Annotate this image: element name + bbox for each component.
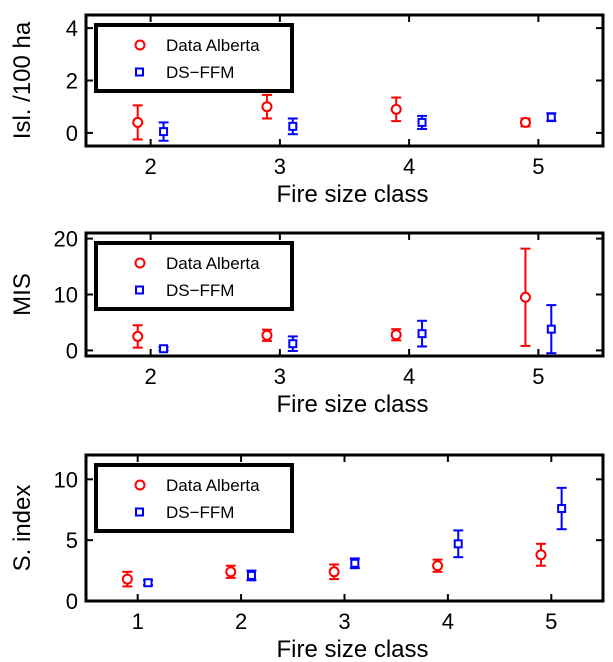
y-tick-label: 2 [66, 69, 78, 94]
x-tick-label: 2 [145, 154, 157, 179]
data-point [455, 540, 462, 547]
x-tick-label: 5 [532, 364, 544, 389]
x-axis-label: Fire size class [276, 636, 428, 662]
series-data-alberta [122, 544, 546, 587]
x-tick-label: 5 [545, 609, 557, 634]
series-ds-ffm [159, 305, 557, 353]
y-tick-label: 10 [54, 283, 78, 308]
x-tick-label: 2 [145, 364, 157, 389]
x-tick-label: 4 [442, 609, 454, 634]
legend: Data Alberta DS−FFM [96, 243, 292, 309]
y-tick-label: 4 [66, 16, 78, 41]
data-point [160, 345, 167, 352]
x-axis-label: Fire size class [276, 181, 428, 208]
data-point [248, 572, 255, 579]
x-tick-label: 3 [274, 364, 286, 389]
y-tick-label: 20 [54, 227, 78, 252]
panel-3: 1 2 3 4 5 0 5 10 Fire size class S. index Data Alb… [9, 455, 603, 662]
x-axis-label: Fire size class [276, 391, 428, 418]
data-point [548, 326, 555, 333]
legend-label: Data Alberta [166, 36, 260, 55]
data-point [548, 114, 555, 121]
data-point [419, 330, 426, 337]
x-tick-label: 5 [532, 154, 544, 179]
series-ds-ffm [159, 113, 557, 141]
x-tick-label: 1 [132, 609, 144, 634]
x-tick-label: 4 [403, 154, 415, 179]
data-point [558, 505, 565, 512]
legend-label: DS−FFM [166, 281, 234, 300]
data-point [521, 293, 530, 302]
series-data-alberta [133, 95, 531, 140]
y-tick-label: 0 [66, 121, 78, 146]
data-point [226, 567, 235, 576]
data-point [392, 105, 401, 114]
data-point [123, 575, 132, 584]
data-point [433, 561, 442, 570]
data-point [133, 118, 142, 127]
y-tick-label: 10 [54, 467, 78, 492]
legend: Data Alberta DS−FFM [96, 465, 292, 531]
data-point [262, 102, 271, 111]
data-point [392, 330, 401, 339]
y-axis-label: MIS [9, 273, 36, 316]
legend: Data Alberta DS−FFM [96, 25, 292, 91]
data-point [160, 128, 167, 135]
data-point [289, 123, 296, 130]
y-axis-label: S. index [9, 485, 36, 572]
data-point [521, 118, 530, 127]
y-tick-label: 5 [66, 528, 78, 553]
legend-label: Data Alberta [166, 476, 260, 495]
legend-label: DS−FFM [166, 63, 234, 82]
y-tick-label: 0 [66, 589, 78, 614]
data-point [419, 119, 426, 126]
y-tick-label: 0 [66, 338, 78, 363]
data-point [536, 550, 545, 559]
legend-label: DS−FFM [166, 503, 234, 522]
data-point [289, 340, 296, 347]
data-point [145, 579, 152, 586]
y-axis-label: Isl. /100 ha [9, 21, 36, 139]
x-tick-label: 3 [274, 154, 286, 179]
x-tick-label: 2 [235, 609, 247, 634]
data-point [330, 567, 339, 576]
data-point [262, 331, 271, 340]
x-tick-label: 3 [338, 609, 350, 634]
legend-label: Data Alberta [166, 254, 260, 273]
x-tick-label: 4 [403, 364, 415, 389]
data-point [351, 560, 358, 567]
data-point [133, 332, 142, 341]
